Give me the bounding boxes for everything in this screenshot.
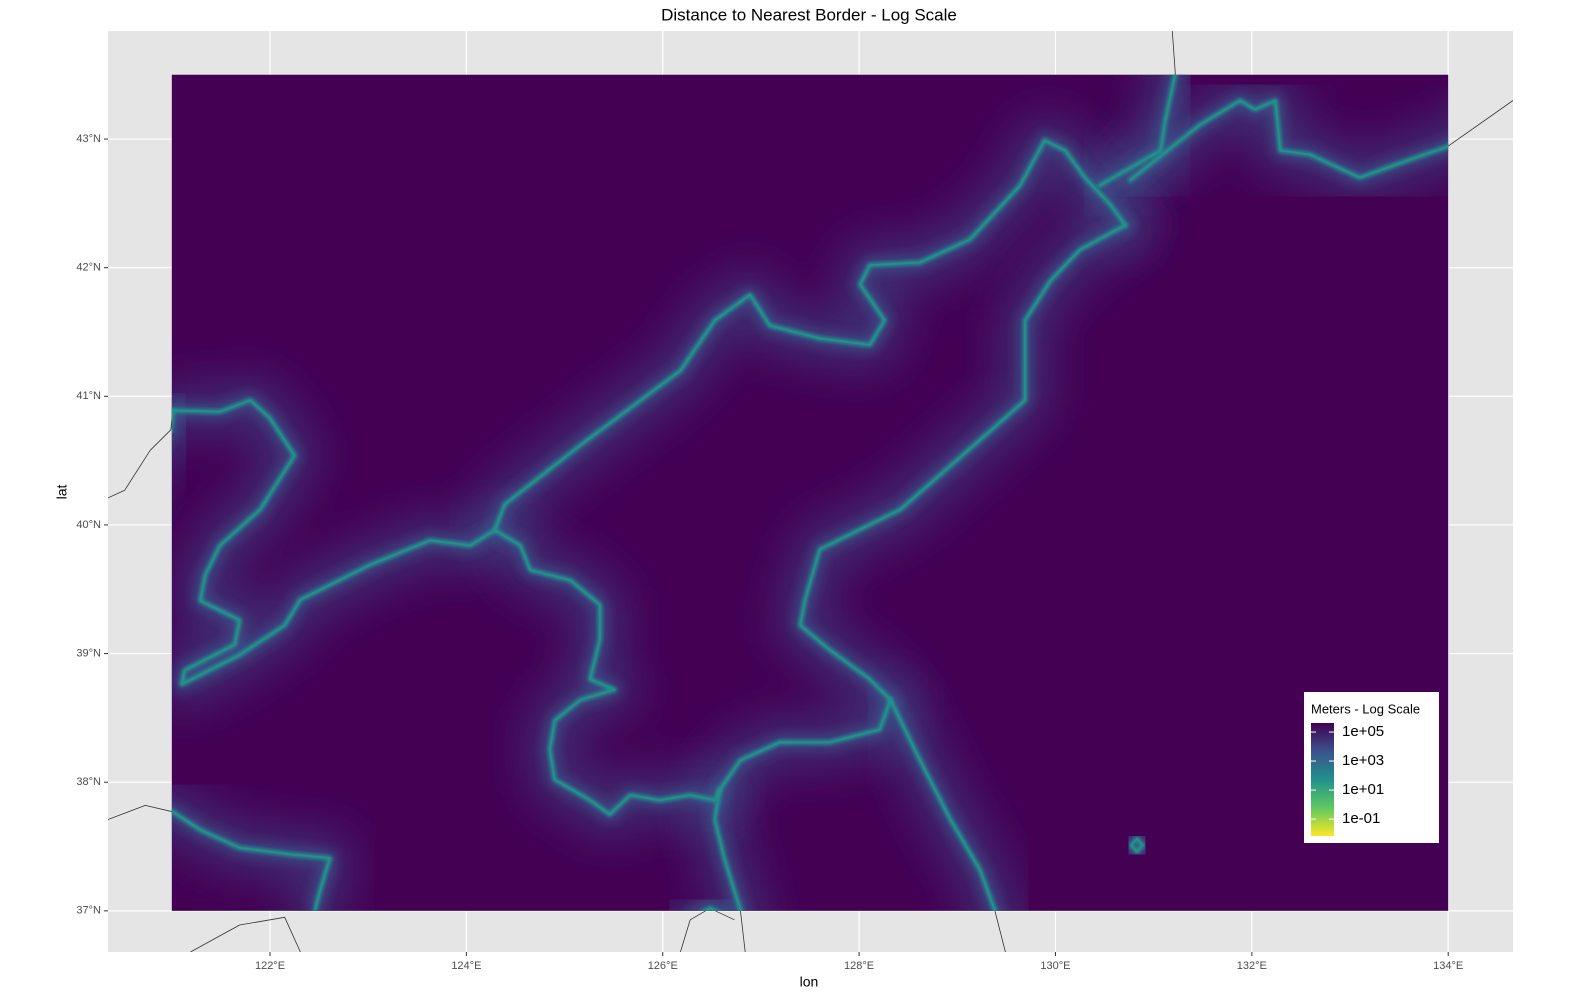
legend-title: Meters - Log Scale — [1311, 701, 1420, 716]
x-tick-label: 128°E — [844, 960, 874, 972]
border-line — [108, 410, 174, 499]
border-core — [1129, 99, 1449, 181]
y-tick-label: 42°N — [76, 262, 101, 274]
border-core — [713, 224, 1126, 911]
border-core — [171, 810, 331, 910]
y-tick-label: 39°N — [76, 647, 101, 659]
raster — [171, 74, 1449, 911]
colorbar — [1311, 723, 1334, 836]
border-line — [190, 916, 301, 952]
y-tick-label: 40°N — [76, 519, 101, 531]
y-tick-label: 37°N — [76, 905, 101, 917]
x-tick-label: 124°E — [451, 960, 481, 972]
chart-title: Distance to Nearest Border - Log Scale — [661, 5, 957, 24]
y-axis-label: lat — [54, 485, 70, 500]
legend-label: 1e+05 — [1342, 723, 1384, 740]
y-tick-label: 38°N — [76, 776, 101, 788]
legend-label: 1e-01 — [1342, 810, 1380, 827]
y-tick-label: 43°N — [76, 133, 101, 145]
x-tick-label: 126°E — [648, 960, 678, 972]
x-tick-label: 122°E — [255, 960, 285, 972]
legend-label: 1e+01 — [1342, 781, 1384, 798]
border-core — [1099, 74, 1176, 187]
x-tick-label: 130°E — [1040, 960, 1070, 972]
border-line — [680, 907, 735, 952]
border-core — [889, 699, 996, 911]
y-tick-label: 41°N — [76, 390, 101, 402]
x-tick-label: 132°E — [1237, 960, 1267, 972]
border-core — [1130, 837, 1144, 853]
legend-label: 1e+03 — [1342, 752, 1384, 769]
border-core — [494, 529, 721, 816]
x-axis-label: lon — [800, 974, 819, 990]
x-tick-label: 134°E — [1433, 960, 1463, 972]
raster-lines — [171, 74, 1449, 911]
